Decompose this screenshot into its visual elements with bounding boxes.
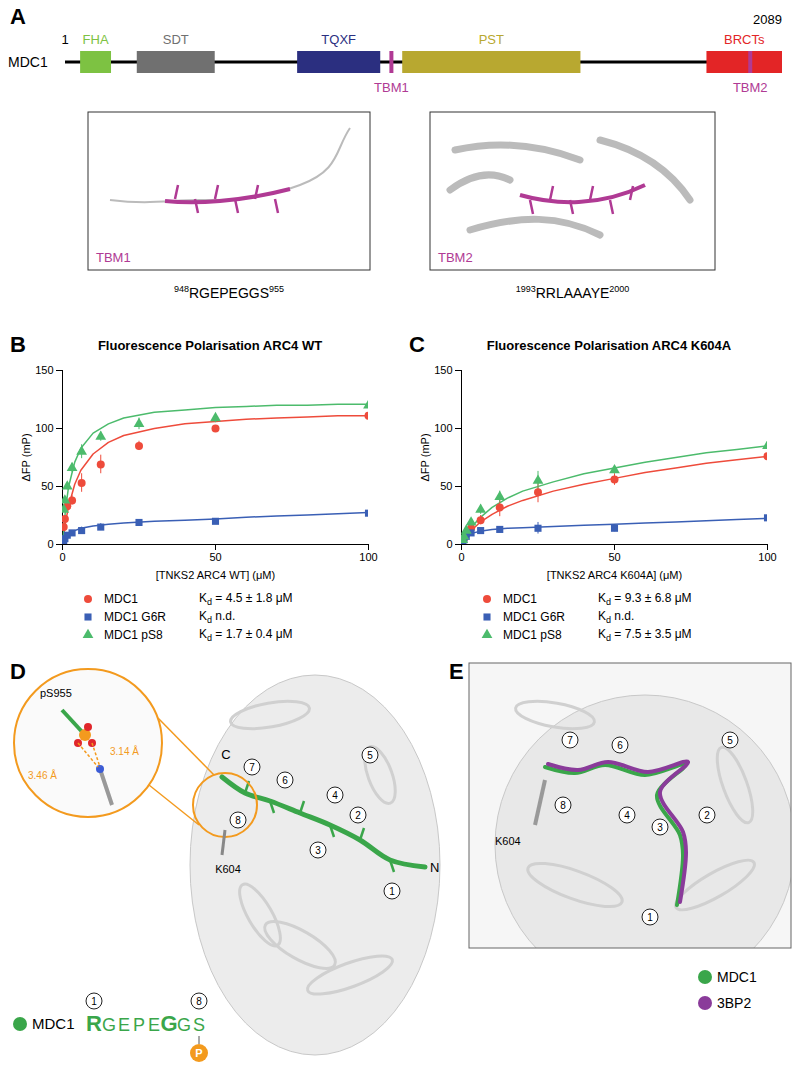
svg-text:TBM1: TBM1 — [374, 80, 409, 95]
svg-text:PST: PST — [479, 32, 504, 47]
svg-text:7: 7 — [567, 735, 573, 746]
svg-text:4: 4 — [624, 810, 630, 821]
svg-text:E: E — [449, 659, 464, 684]
svg-text:2: 2 — [704, 810, 710, 821]
svg-text:SDT: SDT — [163, 32, 189, 47]
svg-text:100: 100 — [434, 422, 452, 434]
svg-text:1: 1 — [647, 912, 653, 923]
html-text:MDC1 pS8: MDC1 pS8 — [104, 628, 163, 642]
svg-text:100: 100 — [359, 551, 377, 563]
html-text:Kd= 4.5 ± 1.8 μM: Kd= 4.5 ± 1.8 μM — [199, 590, 293, 608]
svg-text:948RGEPEGGS955: 948RGEPEGGS955 — [174, 284, 284, 301]
html-text:Kd= 9.3 ± 6.8 μM: Kd= 9.3 ± 6.8 μM — [598, 590, 692, 608]
svg-text:MDC1: MDC1 — [32, 1015, 75, 1032]
svg-text:1: 1 — [61, 32, 68, 47]
html-text:Fluorescence Polarisation ARC4: Fluorescence Polarisation ARC4 K604A — [486, 338, 732, 353]
svg-text:R: R — [86, 1011, 102, 1036]
svg-text:5: 5 — [727, 735, 733, 746]
svg-text:50: 50 — [608, 551, 620, 563]
svg-text:N: N — [430, 860, 439, 875]
svg-text:[TNKS2 ARC4 K604A] (μM): [TNKS2 ARC4 K604A] (μM) — [547, 569, 682, 581]
svg-text:6: 6 — [282, 775, 288, 786]
svg-text:8: 8 — [560, 800, 566, 811]
svg-text:50: 50 — [440, 480, 452, 492]
html-text:MDC1: MDC1 — [104, 592, 138, 606]
svg-text:100: 100 — [35, 422, 53, 434]
html-text:Kd= 1.7 ± 0.4 μM: Kd= 1.7 ± 0.4 μM — [199, 626, 293, 644]
svg-text:0: 0 — [458, 551, 464, 563]
svg-text:E: E — [148, 1015, 160, 1035]
svg-text:P: P — [195, 1047, 202, 1059]
svg-text:K604: K604 — [215, 863, 241, 875]
html-text:MDC1 pS8: MDC1 pS8 — [503, 628, 562, 642]
svg-text:0: 0 — [47, 538, 53, 550]
svg-text:K604: K604 — [495, 835, 521, 847]
svg-text:TBM2: TBM2 — [733, 80, 768, 95]
svg-text:P: P — [133, 1015, 145, 1035]
svg-text:150: 150 — [35, 364, 53, 376]
svg-text:2: 2 — [355, 810, 361, 821]
svg-text:TQXF: TQXF — [321, 32, 356, 47]
svg-text:TBM2: TBM2 — [438, 250, 473, 265]
svg-text:FHA: FHA — [83, 32, 109, 47]
svg-text:ΔFP (mP): ΔFP (mP) — [419, 433, 431, 481]
html-text:Kdn.d.: Kdn.d. — [199, 608, 236, 626]
html-text:Fluorescence Polarisation ARC4: Fluorescence Polarisation ARC4 WT — [97, 338, 323, 353]
svg-text:0: 0 — [446, 538, 452, 550]
html-text:MDC1 G6R: MDC1 G6R — [503, 610, 565, 624]
svg-text:TBM1: TBM1 — [96, 250, 131, 265]
svg-text:8: 8 — [196, 996, 202, 1007]
svg-text:pS955: pS955 — [40, 687, 72, 699]
svg-text:4: 4 — [332, 790, 338, 801]
svg-text:3: 3 — [657, 822, 663, 833]
svg-text:BRCTs: BRCTs — [724, 32, 765, 47]
svg-text:2089: 2089 — [753, 12, 782, 27]
html-text:C: C — [409, 332, 425, 357]
svg-text:C: C — [221, 747, 230, 762]
svg-text:8: 8 — [235, 815, 241, 826]
svg-text:0: 0 — [59, 551, 65, 563]
svg-text:3.14 Å: 3.14 Å — [110, 745, 139, 757]
html-text:Kd= 7.5 ± 3.5 μM: Kd= 7.5 ± 3.5 μM — [598, 626, 692, 644]
html-text:B: B — [10, 332, 26, 357]
svg-text:150: 150 — [434, 364, 452, 376]
svg-text:3BP2: 3BP2 — [717, 995, 751, 1011]
svg-text:E: E — [118, 1015, 130, 1035]
svg-text:1993RRLAAAYE2000: 1993RRLAAAYE2000 — [516, 284, 630, 301]
svg-text:1: 1 — [389, 886, 395, 897]
svg-text:D: D — [10, 659, 26, 684]
html-text:MDC1: MDC1 — [503, 592, 537, 606]
svg-text:100: 100 — [758, 551, 776, 563]
svg-text:5: 5 — [367, 750, 373, 761]
svg-text:A: A — [10, 4, 26, 29]
svg-text:S: S — [193, 1015, 205, 1035]
svg-text:[TNKS2 ARC4 WT] (μM): [TNKS2 ARC4 WT] (μM) — [156, 569, 275, 581]
svg-text:6: 6 — [617, 740, 623, 751]
svg-text:G: G — [160, 1011, 177, 1036]
svg-text:G: G — [102, 1015, 116, 1035]
svg-text:1: 1 — [91, 996, 97, 1007]
svg-text:7: 7 — [249, 762, 255, 773]
svg-text:G: G — [177, 1015, 191, 1035]
svg-text:3.46 Å: 3.46 Å — [28, 769, 57, 781]
svg-text:MDC1: MDC1 — [717, 969, 757, 985]
svg-text:50: 50 — [209, 551, 221, 563]
svg-text:3: 3 — [315, 845, 321, 856]
html-text:Kdn.d.: Kdn.d. — [598, 608, 635, 626]
svg-text:ΔFP (mP): ΔFP (mP) — [20, 433, 32, 481]
svg-text:MDC1: MDC1 — [8, 54, 48, 70]
svg-text:50: 50 — [41, 480, 53, 492]
html-text:MDC1 G6R: MDC1 G6R — [104, 610, 166, 624]
